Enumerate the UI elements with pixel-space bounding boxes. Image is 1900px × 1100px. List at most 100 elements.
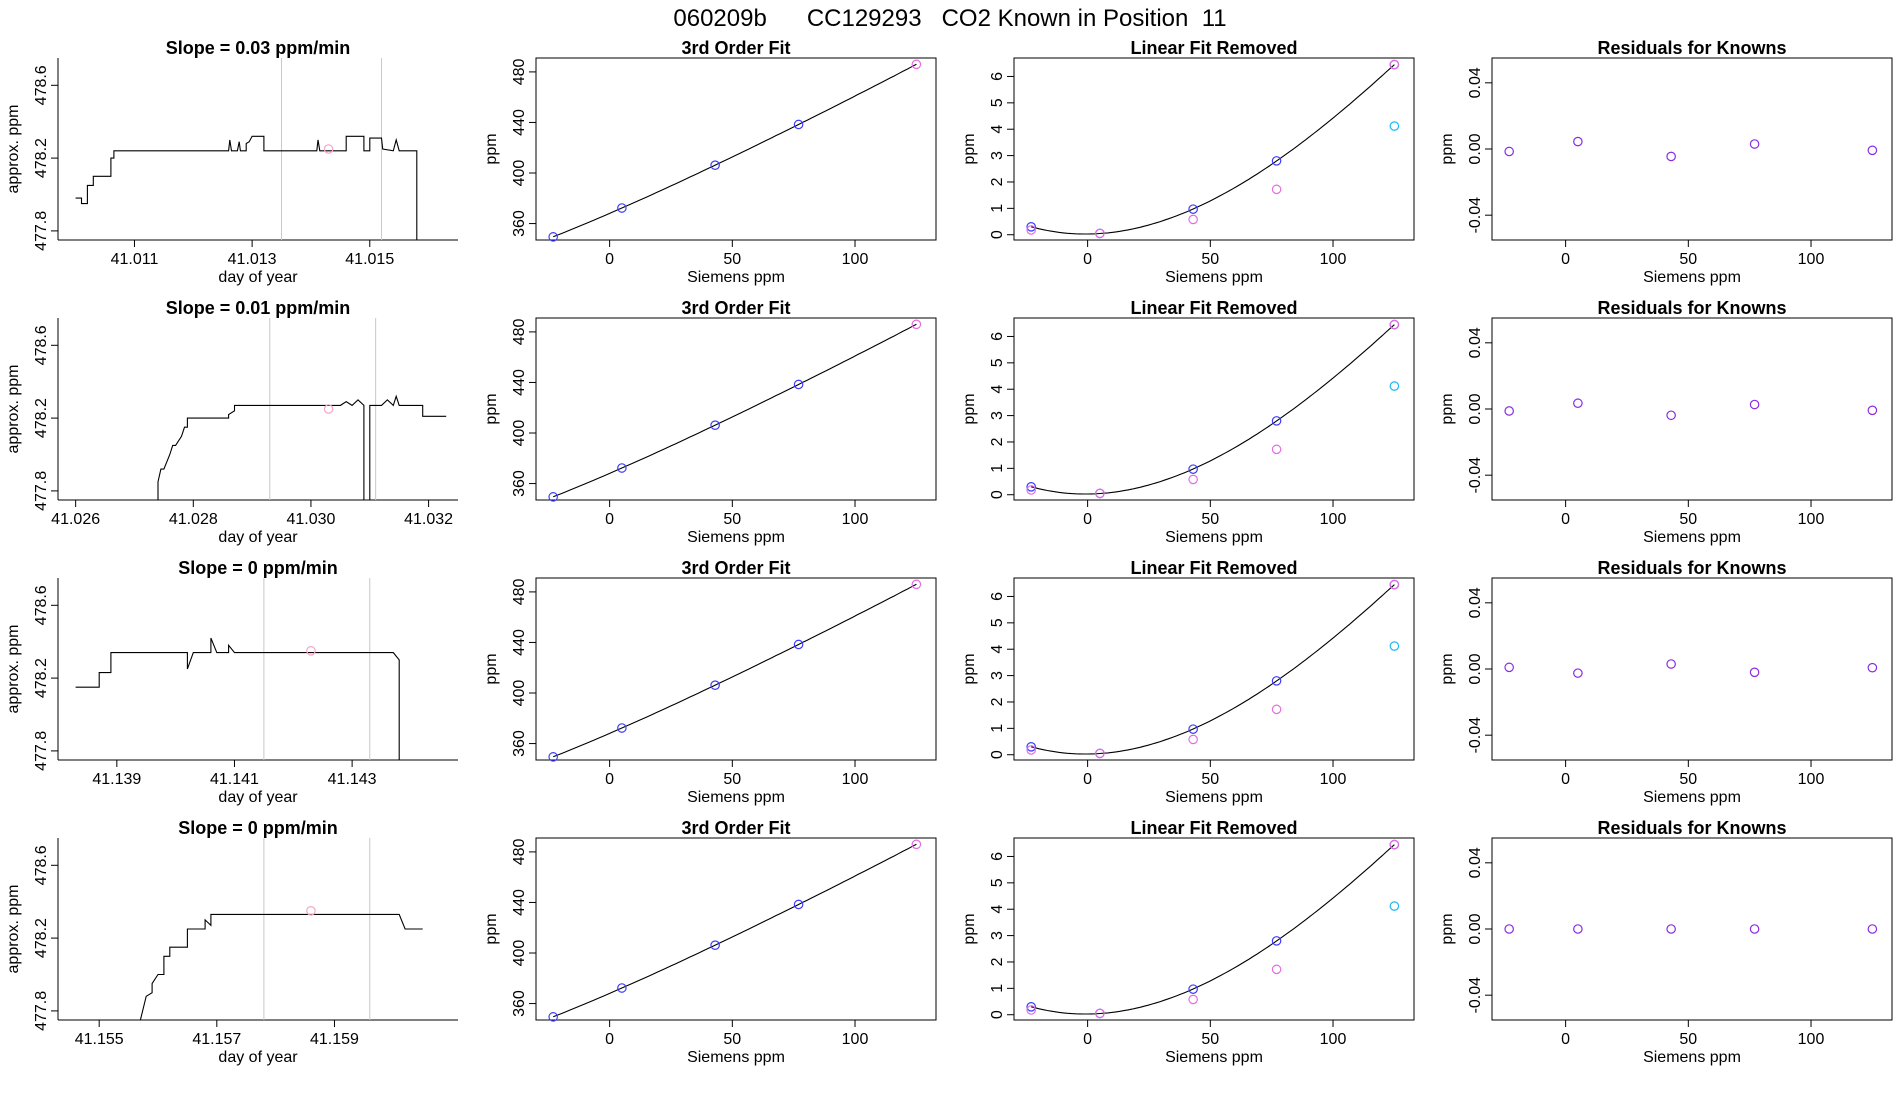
residual-point xyxy=(1666,151,1676,162)
resid-x-tick-label: 50 xyxy=(1679,511,1697,528)
fit-y-tick-label: 400 xyxy=(511,420,528,447)
slope-x-tick-label: 41.155 xyxy=(75,1031,124,1048)
slope-y-tick-label: 477.8 xyxy=(33,991,50,1031)
slope-y-tick-label: 478.2 xyxy=(33,918,50,958)
resid-y-tick-label: 0.00 xyxy=(1467,133,1484,164)
linres-x-tick-label: 100 xyxy=(1320,771,1347,788)
fit-panel-row3: 3rd Order Fit 0 50 100 360 400 440 480 Siemens p… xyxy=(483,558,937,806)
fit-point xyxy=(617,723,627,733)
slope-trace-line xyxy=(139,913,423,1020)
resid-y-tick-label: -0.04 xyxy=(1467,457,1484,494)
fit-point xyxy=(911,319,922,330)
fit-y-tick-label: 400 xyxy=(511,940,528,967)
fit-point xyxy=(911,59,922,70)
linres-x-tick-label: 50 xyxy=(1201,1031,1219,1048)
linear-removed-point-measured xyxy=(1095,228,1105,239)
linear-removed-point-fitted xyxy=(1026,482,1036,492)
linres-y-tick-label: 5 xyxy=(989,358,1006,367)
resid-y-tick-label: 0.00 xyxy=(1467,913,1484,944)
fit-point xyxy=(617,203,627,213)
slope-mean-marker xyxy=(323,404,334,414)
slope-trace-line xyxy=(75,637,400,760)
fit-curve xyxy=(552,583,917,758)
resid-x-tick-label: 100 xyxy=(1798,771,1825,788)
resid-x-tick-label: 100 xyxy=(1798,251,1825,268)
linear-removed-point-measured xyxy=(1026,485,1036,495)
fit-point xyxy=(793,119,804,130)
fit-y-tick-label: 440 xyxy=(511,629,528,656)
slope-x-tick-label: 41.159 xyxy=(310,1031,359,1048)
linres-y-label: ppm xyxy=(961,653,978,684)
linear-removed-point-measured xyxy=(1188,734,1198,745)
resid-y-label: ppm xyxy=(1439,913,1456,944)
resid-x-label: Siemens ppm xyxy=(1643,1049,1741,1066)
fit-point xyxy=(793,379,804,390)
resid-x-tick-label: 50 xyxy=(1679,771,1697,788)
resid-x-label: Siemens ppm xyxy=(1643,269,1741,286)
linres-x-tick-label: 100 xyxy=(1320,251,1347,268)
linear-removed-point-measured xyxy=(1389,59,1400,70)
fit-y-tick-label: 440 xyxy=(511,889,528,916)
linres-x-tick-label: 50 xyxy=(1201,771,1219,788)
linear-removed-panel-row1: Linear Fit Removed 0 50 100 0 1 2 3 4 5 6 Siemens p… xyxy=(961,38,1415,286)
figure-title: 060209b CC129293 CO2 Known in Position 1… xyxy=(673,5,1226,32)
linear-removed-point-extra xyxy=(1389,121,1400,131)
fit-point xyxy=(710,680,720,690)
slope-x-tick-label: 41.028 xyxy=(169,511,218,528)
residuals-panel-row4: Residuals for Knowns 0 50 100 -0.04 0.00 0.04 S… xyxy=(1439,818,1893,1066)
slope-y-tick-label: 478.6 xyxy=(33,845,50,885)
slope-x-label: day of year xyxy=(218,1049,298,1066)
linres-y-tick-label: 1 xyxy=(989,724,1006,733)
linres-x-tick-label: 100 xyxy=(1320,1031,1347,1048)
resid-y-tick-label: 0.04 xyxy=(1467,67,1484,98)
slope-title: Slope = 0 ppm/min xyxy=(178,818,338,838)
linres-y-tick-label: 5 xyxy=(989,618,1006,627)
slope-trace-line xyxy=(58,394,447,500)
resid-x-tick-label: 0 xyxy=(1561,511,1570,528)
slope-mean-marker xyxy=(306,905,316,916)
slope-y-tick-label: 478.6 xyxy=(33,325,50,365)
slope-panel-row2: Slope = 0.01 ppm/min 41.026 41.028 41.030 41… xyxy=(5,298,458,546)
residual-point xyxy=(1504,146,1514,157)
linres-plot-frame xyxy=(1013,57,1415,241)
resid-plot-frame xyxy=(1491,317,1893,501)
linear-removed-point-fitted xyxy=(1188,984,1198,994)
fit-plot-frame xyxy=(535,577,937,761)
fit-title: 3rd Order Fit xyxy=(681,818,790,838)
resid-y-tick-label: 0.00 xyxy=(1467,653,1484,684)
resid-y-tick-label: -0.04 xyxy=(1467,717,1484,754)
linear-removed-point-fitted xyxy=(1188,204,1198,214)
residual-point xyxy=(1504,662,1514,673)
linres-y-tick-label: 3 xyxy=(989,931,1006,940)
residual-point xyxy=(1573,136,1583,147)
linear-removed-point-measured xyxy=(1026,225,1036,235)
linres-x-label: Siemens ppm xyxy=(1165,1049,1263,1066)
resid-x-tick-label: 100 xyxy=(1798,1031,1825,1048)
linres-y-tick-label: 6 xyxy=(989,72,1006,81)
linres-title: Linear Fit Removed xyxy=(1130,38,1297,58)
fit-x-tick-label: 0 xyxy=(605,251,614,268)
fit-y-tick-label: 360 xyxy=(511,990,528,1017)
fit-y-tick-label: 480 xyxy=(511,318,528,345)
fit-x-tick-label: 0 xyxy=(605,1031,614,1048)
linear-removed-point-fitted xyxy=(1271,676,1282,686)
slope-panel-row1: Slope = 0.03 ppm/min 41.011 41.013 41.015 47… xyxy=(5,38,458,286)
linres-y-tick-label: 0 xyxy=(989,490,1006,499)
resid-x-tick-label: 0 xyxy=(1561,771,1570,788)
slope-x-tick-label: 41.141 xyxy=(210,771,259,788)
fit-point xyxy=(793,899,804,910)
residual-point xyxy=(1666,924,1676,934)
fit-point xyxy=(548,232,558,242)
fit-y-label: ppm xyxy=(483,133,500,164)
resid-title: Residuals for Knowns xyxy=(1597,298,1786,318)
linres-x-label: Siemens ppm xyxy=(1165,529,1263,546)
slope-x-tick-label: 41.015 xyxy=(345,251,394,268)
linear-removed-point-fitted xyxy=(1026,742,1036,752)
residual-point xyxy=(1749,667,1760,678)
slope-panel-row4: Slope = 0 ppm/min 41.155 41.157 41.159 477.8… xyxy=(5,818,458,1066)
residual-point xyxy=(1867,662,1878,673)
linear-removed-point-measured xyxy=(1271,444,1282,455)
linres-y-tick-label: 6 xyxy=(989,852,1006,861)
residual-point xyxy=(1666,410,1676,421)
slope-y-label: approx. ppm xyxy=(5,105,22,194)
